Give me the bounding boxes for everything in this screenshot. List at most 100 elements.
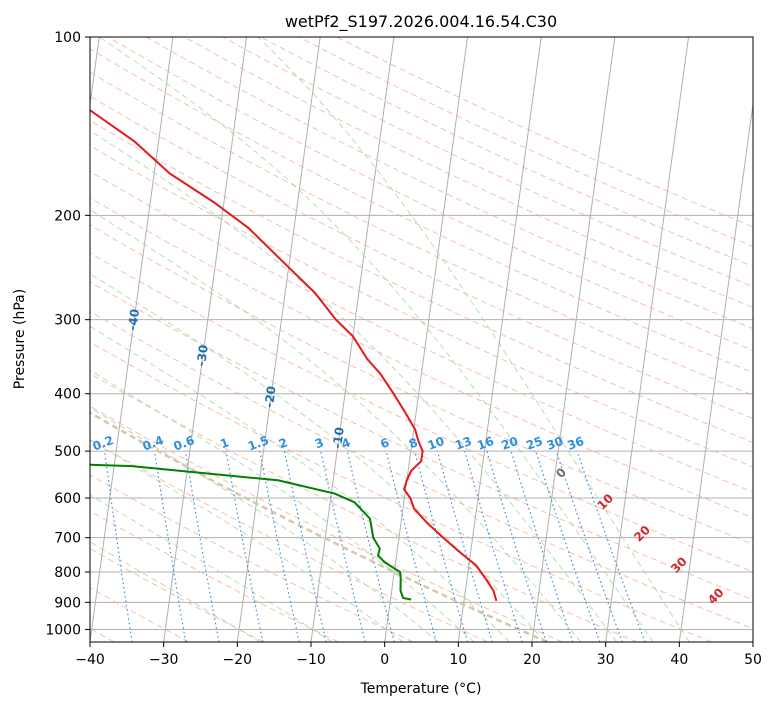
wet-bulb-label: 20 xyxy=(631,523,653,545)
dry-adiabat xyxy=(90,341,712,642)
mixing-ratio-line xyxy=(436,450,493,642)
mixing-ratio-label: 10 xyxy=(426,434,446,453)
chart-title: wetPf2_S197.2026.004.16.54.C30 xyxy=(285,12,557,32)
x-tick-label: 30 xyxy=(597,652,615,668)
moist-adiabat xyxy=(90,209,582,642)
isotherm-label: -10 xyxy=(330,426,347,449)
mixing-ratio-label: 6 xyxy=(378,435,391,451)
dry-adiabat xyxy=(146,37,753,330)
x-tick-label: −20 xyxy=(223,652,253,668)
moist-adiabat xyxy=(90,369,475,642)
plot-frame xyxy=(89,36,754,643)
x-tick-label: 20 xyxy=(523,652,541,668)
dry-adiabat xyxy=(90,310,753,630)
mixing-ratio-line xyxy=(414,450,469,642)
moist-adiabat xyxy=(98,37,654,642)
moist-adiabat xyxy=(90,494,333,642)
y-tick-label: 600 xyxy=(54,491,81,507)
mixing-ratio-label: 2 xyxy=(277,435,290,451)
mixing-ratio-line xyxy=(486,450,547,642)
y-axis-ticks: 100 200 300 400 500 600 700 800 900 1000 xyxy=(45,30,90,638)
isotherm-line xyxy=(384,37,469,642)
dry-adiabats xyxy=(90,37,753,642)
mixing-ratio-line xyxy=(510,450,574,642)
dry-adiabat xyxy=(90,372,638,642)
dry-adiabat xyxy=(222,37,753,288)
y-tick-label: 800 xyxy=(54,565,81,581)
moist-adiabat xyxy=(90,325,510,642)
isotherm-label: -30 xyxy=(194,344,211,367)
dry-adiabat xyxy=(336,37,753,228)
isotherm-label: -50 xyxy=(57,266,74,289)
isotherm-line xyxy=(236,37,321,642)
mixing-ratio-line xyxy=(184,450,220,642)
mixing-ratio-label: 20 xyxy=(499,434,519,453)
y-tick-label: 100 xyxy=(54,30,81,46)
wet-bulb-label: 10 xyxy=(594,491,616,513)
moist-adiabat xyxy=(90,407,439,642)
mixing-ratio-line xyxy=(225,450,264,642)
y-tick-label: 900 xyxy=(54,595,81,611)
dry-adiabat xyxy=(90,71,753,396)
dry-adiabat xyxy=(90,95,753,420)
mixing-ratio-label: 0.4 xyxy=(141,433,166,453)
dry-adiabat xyxy=(90,224,753,545)
x-tick-label: 10 xyxy=(449,652,467,668)
mixing-ratio-lines xyxy=(103,450,646,642)
mixing-ratio-label: 0.2 xyxy=(91,433,116,453)
dry-adiabat xyxy=(90,548,264,642)
mixing-ratio-label: 1.5 xyxy=(246,433,271,453)
isotherm-line xyxy=(531,37,616,642)
reference-dry-adiabat xyxy=(90,411,548,642)
isotherm-line xyxy=(605,37,690,642)
mixing-ratio-label: 16 xyxy=(475,434,495,453)
x-axis-label: Temperature (°C) xyxy=(360,681,482,697)
wet-bulb-label: 40 xyxy=(705,585,727,607)
y-tick-label: 500 xyxy=(54,444,81,460)
y-tick-label: 1000 xyxy=(45,622,81,638)
dry-adiabat xyxy=(90,252,753,573)
dewpoint-profile xyxy=(90,463,412,601)
dry-adiabat xyxy=(90,170,753,493)
isotherm-label: -20 xyxy=(262,385,279,408)
moist-adiabat xyxy=(90,273,546,642)
isotherm-line xyxy=(90,37,100,108)
wet-bulb-label: 30 xyxy=(668,554,690,576)
mixing-ratio-label: 30 xyxy=(545,434,565,453)
x-tick-label: 50 xyxy=(744,652,762,668)
temperature-profile xyxy=(90,108,498,602)
moist-adiabat xyxy=(257,37,690,642)
mixing-ratio-line xyxy=(555,450,623,642)
dry-adiabat xyxy=(107,37,753,351)
horizontal-grid xyxy=(90,37,753,630)
dry-adiabat xyxy=(90,405,563,642)
x-axis-ticks: −40 −30 −20 −10 0 10 20 30 40 50 xyxy=(75,642,762,668)
moist-adiabat xyxy=(90,541,261,642)
mixing-ratio-line xyxy=(346,450,395,642)
y-tick-label: 200 xyxy=(54,208,81,224)
x-tick-label: −40 xyxy=(75,652,105,668)
x-tick-label: −30 xyxy=(149,652,179,668)
profile-series xyxy=(90,108,498,602)
y-tick-label: 300 xyxy=(54,313,81,329)
dry-adiabat xyxy=(90,281,753,601)
y-tick-label: 700 xyxy=(54,531,81,547)
dry-adiabat xyxy=(90,510,339,642)
isotherm-label: -60 xyxy=(0,222,6,245)
moist-adiabats xyxy=(90,37,690,642)
wet-bulb-label: 0 xyxy=(553,465,569,481)
isotherm-line xyxy=(457,37,542,642)
isotherm-line xyxy=(752,638,753,642)
dry-adiabat xyxy=(184,37,753,308)
dry-adiabat xyxy=(298,37,753,248)
dry-adiabat xyxy=(260,37,753,267)
mixing-ratio-line xyxy=(283,450,327,642)
x-tick-label: 40 xyxy=(670,652,688,668)
mixing-ratio-line xyxy=(464,450,523,642)
mixing-ratio-line xyxy=(103,451,133,642)
y-axis-label: Pressure (hPa) xyxy=(12,289,28,389)
isotherm-line xyxy=(163,37,248,642)
mixing-ratio-label: 36 xyxy=(565,434,585,453)
moist-adiabat xyxy=(90,439,404,642)
